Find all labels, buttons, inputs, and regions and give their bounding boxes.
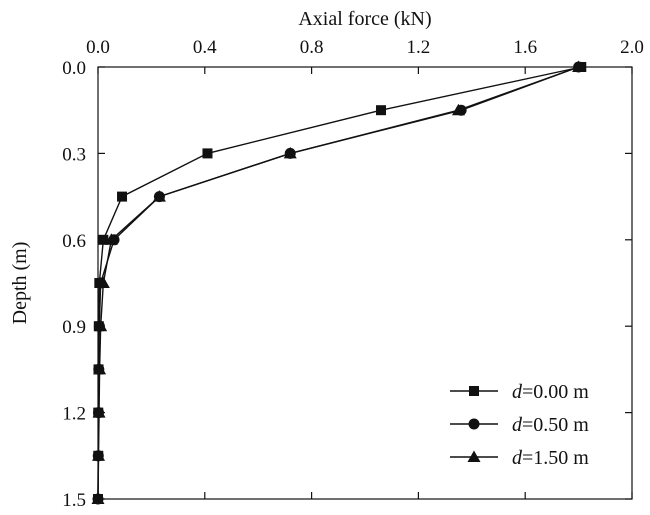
series-square xyxy=(93,62,587,504)
legend-var: d xyxy=(512,414,523,436)
legend-label: d=0.00 m xyxy=(512,381,589,403)
x-tick-label: 0.4 xyxy=(193,37,217,58)
x-tick-label: 1.2 xyxy=(407,37,431,58)
data-point-triangle xyxy=(91,492,105,504)
data-point-triangle xyxy=(96,276,110,288)
y-tick-label: 0.3 xyxy=(62,144,86,165)
y-tick-label: 1.5 xyxy=(62,490,86,511)
data-point-triangle xyxy=(92,406,106,418)
data-point-triangle xyxy=(104,233,118,245)
data-point-square xyxy=(117,191,128,202)
data-point-triangle xyxy=(94,319,108,332)
legend-marker-square xyxy=(469,386,479,396)
data-point-triangle xyxy=(152,190,166,202)
legend-item: d=0.50 m xyxy=(450,414,589,436)
x-tick-label: 0.8 xyxy=(300,37,324,58)
data-point-square xyxy=(98,234,109,245)
legend-marker-triangle xyxy=(467,450,481,462)
series-line xyxy=(97,66,579,500)
y-tick-label: 0.0 xyxy=(62,58,86,79)
legend: d=0.00 md=0.50 md=1.50 m xyxy=(450,381,589,469)
y-tick-label: 0.9 xyxy=(62,317,86,338)
data-point-triangle xyxy=(93,362,107,375)
legend-marker-circle xyxy=(468,418,480,430)
data-point-square xyxy=(376,105,387,116)
legend-var: d xyxy=(512,381,523,403)
x-axis-title: Axial force (kN) xyxy=(298,8,431,30)
x-tick-label: 1.6 xyxy=(513,37,537,58)
data-point-triangle xyxy=(283,146,297,159)
x-tick-label: 2.0 xyxy=(620,37,644,58)
legend-var: d xyxy=(512,447,523,469)
series-triangle xyxy=(91,60,586,504)
legend-value: =0.50 m xyxy=(522,414,589,436)
series-layer xyxy=(91,60,587,505)
data-point-triangle xyxy=(92,449,106,461)
legend-value: =0.00 m xyxy=(522,381,589,403)
legend-value: =1.50 m xyxy=(522,447,589,469)
data-point-square xyxy=(202,148,213,159)
legend-item: d=0.00 m xyxy=(450,381,589,403)
series-circle xyxy=(92,61,585,505)
data-point-triangle xyxy=(451,103,465,116)
y-tick-label: 0.6 xyxy=(62,231,86,252)
axis-ticks: 0.0 0.4 0.8 1.2 1.6 2.0 0.0 0.3 0.6 0.9 1.2 1.5 xyxy=(62,37,644,511)
data-point-triangle xyxy=(572,60,586,72)
series-line xyxy=(97,66,582,500)
y-axis-title: Depth (m) xyxy=(9,242,31,325)
legend-item: d=1.50 m xyxy=(450,447,589,469)
x-tick-label: 0.0 xyxy=(86,37,110,58)
legend-label: d=1.50 m xyxy=(512,447,589,469)
y-tick-label: 1.2 xyxy=(62,404,86,425)
series-line xyxy=(97,66,579,500)
legend-label: d=0.50 m xyxy=(512,414,589,436)
